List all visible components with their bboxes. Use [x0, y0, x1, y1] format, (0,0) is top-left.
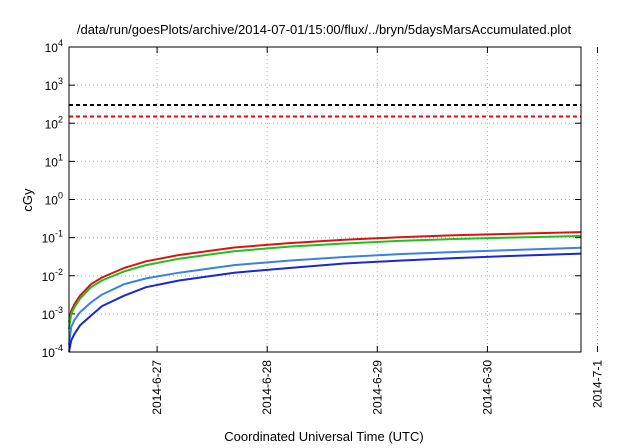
grid — [69, 46, 599, 353]
x-tick-label: 2014-7-1 — [591, 360, 605, 408]
y-tick-label: 101 — [45, 152, 63, 169]
y-tick-label: 100 — [45, 191, 63, 208]
y-axis-label: cGy — [20, 188, 35, 212]
reference-lines — [69, 104, 581, 118]
y-tick-labels: 10-4 10-3 10-2 10-1 100 101 102 103 104 — [42, 38, 63, 360]
series-line — [68, 231, 582, 323]
series-line — [68, 246, 582, 346]
series-lines — [68, 231, 582, 353]
y-tick-label: 10-1 — [42, 229, 63, 246]
y-tick-label: 10-3 — [42, 305, 63, 322]
chart-title: /data/run/goesPlots/archive/2014-07-01/1… — [77, 22, 572, 37]
y-tick-label: 10-2 — [42, 267, 63, 284]
x-tick-label: 2014-6-29 — [370, 360, 384, 415]
series-line — [68, 252, 582, 353]
y-tick-label: 10-4 — [42, 343, 63, 360]
y-tick-label: 103 — [45, 76, 63, 93]
x-tick-label: 2014-6-28 — [260, 360, 274, 415]
y-tick-label: 102 — [45, 114, 63, 131]
x-tick-label: 2014-6-30 — [480, 360, 494, 415]
x-tick-labels: 2014-6-27 2014-6-28 2014-6-29 2014-6-30 2014… — [150, 360, 604, 415]
plot-frame — [68, 46, 582, 353]
series-line — [68, 235, 582, 330]
x-tick-label: 2014-6-27 — [150, 360, 164, 415]
x-axis-label: Coordinated Universal Time (UTC) — [224, 429, 423, 444]
y-tick-label: 104 — [45, 38, 63, 55]
